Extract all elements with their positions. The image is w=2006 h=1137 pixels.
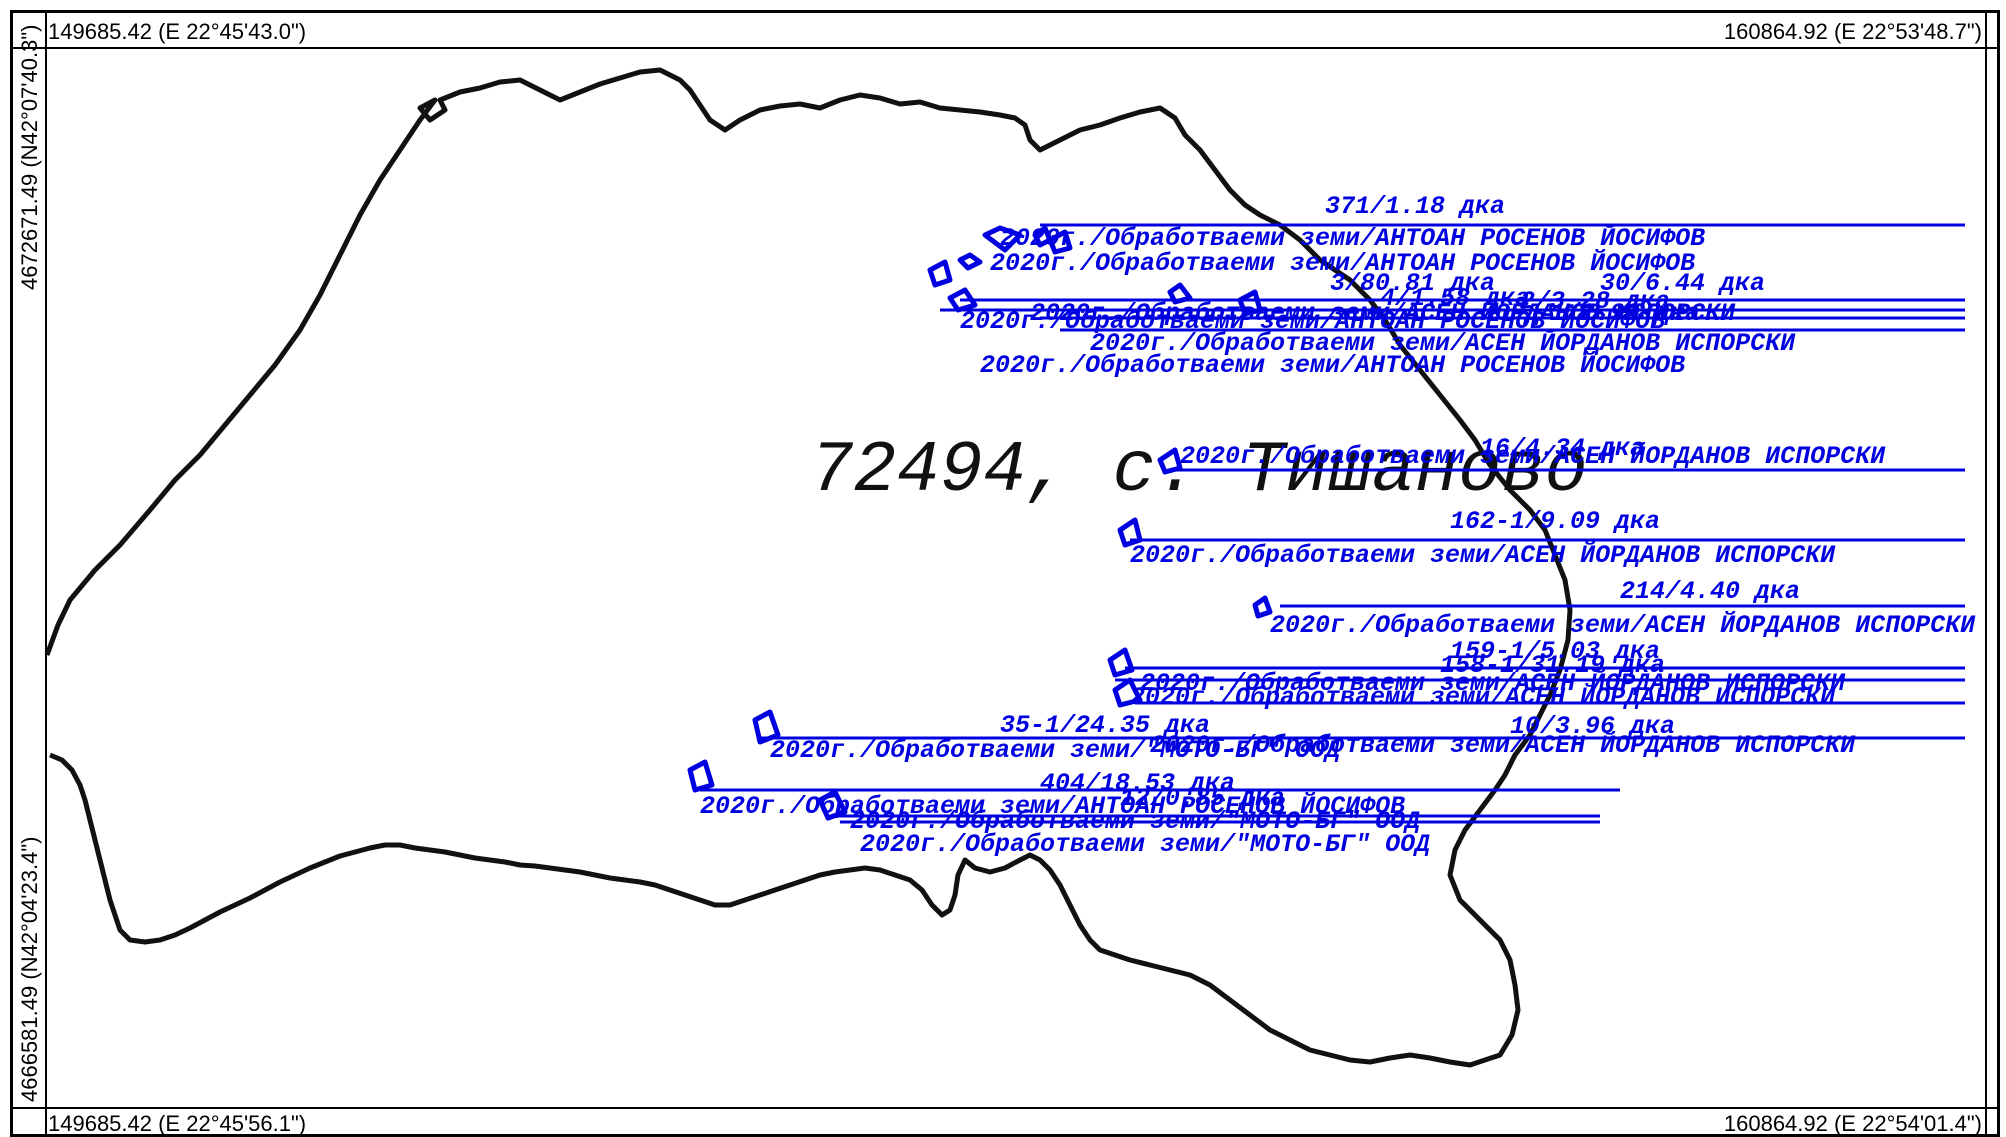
parcel-shape[interactable]	[1107, 647, 1135, 678]
top-coordinate-rule	[10, 47, 2000, 49]
parcel-owner-label: 2020г./Обработваеми земи/АСЕН ЙОРДАНОВ И…	[1030, 298, 1736, 328]
coord-top-right: 160864.92 (E 22°53'48.7")	[1723, 19, 1982, 44]
parcel-owner-label: 2020г./Обработваеми земи/АСЕН ЙОРДАНОВ И…	[1150, 730, 1856, 760]
parcel-id-label: 16/4.34 дка	[1480, 434, 1645, 463]
parcel-id-label: 30/6.44 дка	[1600, 269, 1765, 298]
parcel-id-label: 214/4.40 дка	[1620, 577, 1800, 606]
parcel-shape[interactable]	[947, 287, 978, 313]
parcel-id-label: 35-1/24.35 дка	[1000, 711, 1210, 740]
parcel-shape[interactable]	[1252, 595, 1273, 619]
parcel-shape[interactable]	[1047, 229, 1073, 255]
parcel-owner-label: 2020г./Обработваеми земи/АСЕН ЙОРДАНОВ И…	[1180, 441, 1886, 471]
parcel-shape[interactable]	[817, 789, 848, 821]
parcel-owner-label: 2020г./Обработваеми земи/АСЕН ЙОРДАНОВ И…	[1130, 682, 1836, 712]
parcel-owner-label: 2020г./Обработваеми земи/АСЕН ЙОРДАНОВ И…	[1090, 328, 1796, 358]
parcel-owner-label: 2020г./Обработваеми земи/АНТОАН РОСЕНОВ …	[1000, 223, 1705, 253]
parcel-id-label: 162-1/9.09 дка	[1450, 507, 1660, 536]
parcel-shape[interactable]	[687, 759, 715, 793]
parcel-id-label: 158-1/31.19 дка	[1440, 651, 1665, 680]
parcel-owner-label: 2020г./Обработваеми земи/"МОТО-БГ" ООД	[860, 830, 1430, 859]
parcel-id-label: 371/1.18 дка	[1325, 192, 1505, 221]
settlement-boundary	[44, 67, 1573, 1068]
parcel-owner-label: 2020г./Обработваеми земи/"МОТО-БГ" ООД	[770, 736, 1340, 765]
parcel-id-label: 3/80.81 дка	[1330, 269, 1495, 298]
coord-top-left: 149685.42 (E 22°45'43.0")	[48, 19, 307, 44]
parcel-shape[interactable]	[982, 225, 1023, 253]
parcel-id-label: 4/1.58 дка	[1380, 284, 1530, 313]
right-coordinate-rule	[1985, 10, 1987, 1137]
parcel-shape[interactable]	[1157, 447, 1183, 475]
parcel-id-label: 1/2.99 дка	[1550, 299, 1700, 328]
parcel-owner-label: 2020г./Обработваеми земи/АНТОАН РОСЕНОВ …	[990, 248, 1695, 278]
parcel-shape[interactable]	[957, 252, 983, 271]
parcel-id-label: 159-1/5.03 дка	[1450, 637, 1660, 666]
coord-bottom-right: 160864.92 (E 22°54'01.4")	[1723, 1111, 1982, 1136]
map-frame	[10, 10, 2000, 1137]
left-coordinate-rule	[45, 10, 47, 1137]
parcel-owner-label: 2020г./Обработваеми земи/АСЕН ЙОРДАНОВ И…	[1130, 540, 1836, 570]
parcel-id-label: 12/0.85 дка	[1120, 784, 1285, 813]
parcel-id-label: 404/18.53 дка	[1040, 769, 1235, 798]
parcel-id-label: 10/3.96 дка	[1510, 712, 1675, 741]
parcel-owner-label: 2020г./Обработваеми земи/АНТОАН РОСЕНОВ …	[980, 350, 1685, 380]
parcel-shape[interactable]	[752, 709, 781, 745]
parcel-owner-label: 2020г./Обработваеми земи/АСЕН ЙОРДАНОВ И…	[1140, 668, 1846, 698]
bottom-coordinate-rule	[10, 1107, 2000, 1109]
parcel-shape[interactable]	[1112, 677, 1143, 708]
parcel-owner-label: 2020г./Обработваеми земи/АСЕН ЙОРДАНОВ И…	[1270, 610, 1976, 640]
coord-bottom-left: 149685.42 (E 22°45'56.1")	[48, 1111, 307, 1136]
parcel-shape[interactable]	[927, 259, 953, 288]
parcel-id-label: 2/3.28 дка	[1520, 287, 1670, 316]
